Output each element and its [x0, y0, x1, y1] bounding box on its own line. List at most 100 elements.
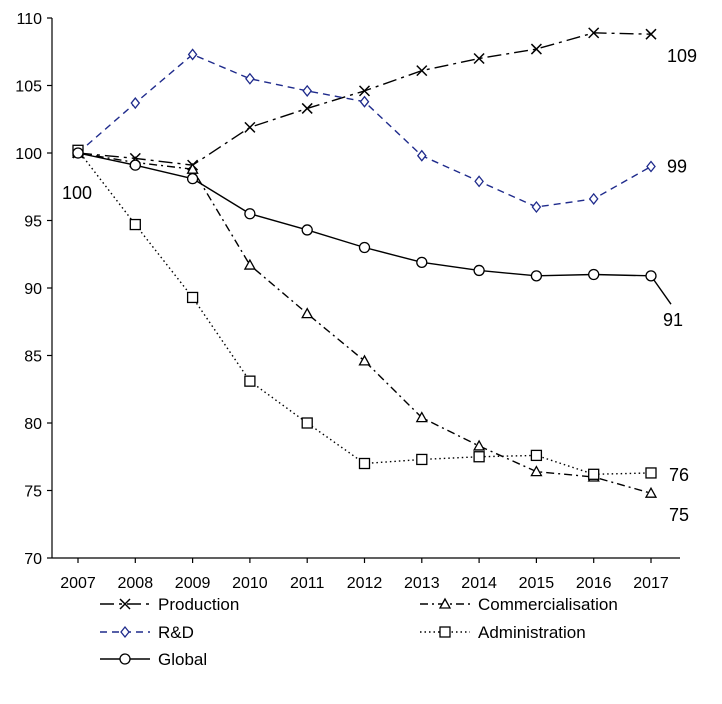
data-point-r-d	[531, 200, 542, 214]
legend-item-r-d: R&D	[100, 623, 194, 642]
x-tick-label: 2009	[175, 575, 211, 592]
legend-marker-commercialisation	[438, 597, 452, 609]
data-point-global	[588, 268, 600, 281]
data-point-administration	[473, 451, 485, 463]
legend-item-administration: Administration	[420, 623, 586, 642]
end-label-production: 109	[667, 46, 697, 66]
data-point-r-d	[187, 48, 198, 61]
end-label-commercialisation: 75	[669, 505, 689, 525]
data-point-production	[301, 102, 313, 114]
data-point-production	[473, 52, 485, 65]
y-tick-label: 90	[24, 281, 42, 298]
x-tick-label: 2010	[232, 575, 268, 592]
data-point-commercialisation	[358, 354, 371, 366]
data-point-administration	[186, 291, 199, 304]
x-tick-label: 2012	[347, 575, 383, 592]
data-point-administration	[129, 218, 141, 231]
data-point-administration	[588, 468, 600, 480]
x-tick-label: 2015	[519, 575, 555, 592]
legend-marker-global	[119, 653, 131, 665]
data-point-administration	[645, 467, 657, 479]
data-point-commercialisation	[644, 486, 658, 498]
data-point-global	[72, 147, 84, 159]
data-point-commercialisation	[415, 411, 428, 423]
data-point-production	[530, 43, 542, 55]
data-point-administration	[358, 457, 371, 470]
data-point-r-d	[416, 149, 427, 162]
x-tick-label: 2016	[576, 575, 612, 592]
series-commercialisation	[71, 146, 658, 498]
data-point-commercialisation	[243, 258, 257, 270]
data-point-global	[645, 270, 657, 282]
data-point-global	[416, 256, 428, 269]
series-r-d	[73, 48, 656, 214]
legend-label-global: Global	[158, 650, 207, 669]
legend-marker-r-d	[120, 625, 130, 639]
y-tick-label: 70	[24, 551, 42, 568]
data-point-global	[244, 208, 256, 220]
y-tick-label: 105	[15, 79, 42, 96]
data-point-production	[358, 85, 371, 97]
data-point-commercialisation	[472, 439, 486, 451]
data-point-r-d	[130, 97, 141, 110]
data-point-r-d	[588, 192, 599, 205]
x-tick-label: 2008	[118, 575, 154, 592]
x-tick-label: 2017	[633, 575, 669, 592]
data-point-global	[129, 159, 141, 171]
data-point-global	[473, 264, 485, 277]
data-point-global	[301, 224, 313, 236]
y-tick-label: 80	[24, 416, 42, 433]
data-point-r-d	[302, 84, 313, 97]
x-tick-label: 2014	[461, 575, 497, 592]
data-point-production	[645, 28, 657, 40]
data-point-commercialisation	[530, 465, 543, 477]
series-global	[72, 147, 672, 305]
legend-item-global: Global	[100, 650, 207, 669]
legend-label-r-d: R&D	[158, 623, 194, 642]
data-point-r-d	[359, 95, 370, 108]
data-point-r-d	[245, 72, 255, 85]
y-tick-label: 95	[24, 214, 42, 231]
series-line-administration	[77, 149, 652, 475]
chart-axes: 70 75 80 85 90 95 100 105 110 2007 2008 2009 2010 201…	[15, 11, 680, 592]
y-tick-label: 85	[24, 349, 42, 366]
y-tick-label: 75	[24, 484, 42, 501]
data-point-administration	[301, 417, 313, 429]
y-tick-label: 110	[16, 11, 42, 28]
x-tick-label: 2007	[60, 575, 96, 592]
data-point-commercialisation	[301, 307, 314, 319]
chart-series-layer	[71, 27, 672, 498]
legend-marker-administration	[439, 626, 451, 638]
series-line-r-d	[77, 53, 652, 208]
data-point-administration	[530, 449, 543, 462]
data-point-global	[186, 172, 199, 185]
x-tick-label: 2013	[404, 575, 440, 592]
legend-label-administration: Administration	[478, 623, 586, 642]
data-point-administration	[416, 453, 428, 466]
series-administration	[72, 144, 657, 480]
legend-label-commercialisation: Commercialisation	[478, 595, 618, 614]
data-point-r-d	[474, 175, 484, 188]
data-point-administration	[244, 375, 256, 387]
x-tick-label: 2011	[290, 575, 325, 592]
end-label-r-d: 99	[667, 157, 687, 177]
data-point-r-d	[646, 160, 656, 173]
legend-item-commercialisation: Commercialisation	[420, 595, 618, 614]
series-line-global	[77, 152, 672, 305]
data-point-global	[530, 270, 543, 282]
legend-label-production: Production	[158, 595, 239, 614]
legend-item-production: Production	[100, 595, 239, 614]
data-point-production	[244, 121, 256, 133]
end-label-global: 91	[663, 310, 683, 330]
start-label: 100	[62, 183, 92, 203]
end-label-administration: 76	[669, 465, 689, 485]
data-point-global	[358, 241, 371, 254]
series-line-commercialisation	[77, 152, 652, 494]
legend-marker-production	[119, 598, 131, 610]
chart-end-labels: 109 75 99 76 91 100	[62, 46, 697, 525]
data-point-production	[416, 65, 428, 77]
data-point-production	[588, 27, 600, 39]
chart-legend: Production Commercialisation R&D Administra…	[100, 595, 618, 669]
y-tick-label: 100	[15, 146, 42, 163]
